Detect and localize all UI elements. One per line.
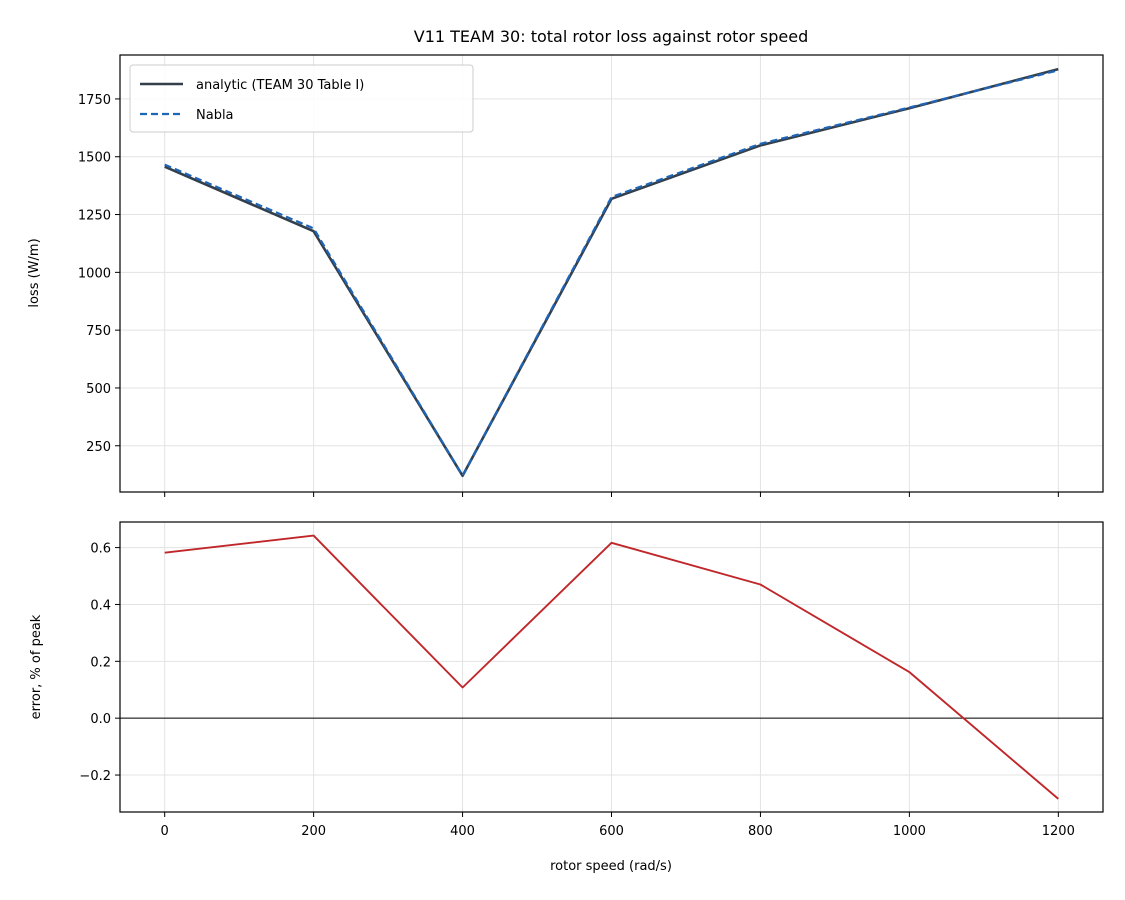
legend-label-nabla: Nabla: [196, 108, 234, 123]
loss-grid: [120, 55, 1103, 492]
loss-ticks: 250 500 750 1000 1250 1500 1750: [78, 93, 1059, 497]
error-y-tick-label: 0.4: [90, 598, 111, 613]
x-tick-label: 1200: [1042, 824, 1075, 839]
error-series-0-line: [164, 534, 1059, 800]
error-grid: [120, 522, 1103, 812]
loss-y-tick-label: 500: [86, 382, 111, 397]
error-y-tick-label: −0.2: [79, 769, 111, 784]
x-tick-label: 0: [161, 824, 169, 839]
x-tick-label: 200: [301, 824, 326, 839]
loss-panel: 250 500 750 1000 1250 1500 1750 loss (W/m) ana…: [27, 54, 1104, 497]
loss-y-axis-label: loss (W/m): [27, 238, 42, 307]
loss-y-tick-label: 1250: [78, 209, 111, 224]
x-axis-label: rotor speed (rad/s): [550, 859, 672, 874]
loss-y-tick-label: 250: [86, 440, 111, 455]
legend-label-analytic: analytic (TEAM 30 Table I): [196, 78, 364, 93]
error-y-tick-label: 0.6: [90, 542, 111, 557]
loss-y-tick-label: 1500: [78, 151, 111, 166]
chart-title: V11 TEAM 30: total rotor loss against ro…: [414, 27, 808, 46]
loss-series-group: [164, 67, 1059, 478]
error-y-tick-label: 0.2: [90, 655, 111, 670]
x-tick-label: 600: [599, 824, 624, 839]
x-tick-label: 1000: [893, 824, 926, 839]
x-tick-label: 800: [748, 824, 773, 839]
error-series-group: [164, 534, 1059, 800]
loss-y-tick-label: 1750: [78, 93, 111, 108]
legend: analytic (TEAM 30 Table I) Nabla: [129, 64, 474, 133]
legend-box: [129, 64, 474, 133]
error-y-axis-label: error, % of peak: [29, 614, 44, 719]
error-panel: 0 200 400 600 800 1000 1200 −0.2 0.0 0.2 0.4 0.6 er…: [29, 521, 1104, 874]
error-ticks: 0 200 400 600 800 1000 1200 −0.2 0.0 0.2 0.4 0.6: [79, 542, 1074, 839]
loss-y-tick-label: 750: [86, 324, 111, 339]
error-y-tick-label: 0.0: [90, 712, 111, 727]
x-tick-label: 400: [450, 824, 475, 839]
loss-y-tick-label: 1000: [78, 266, 111, 281]
